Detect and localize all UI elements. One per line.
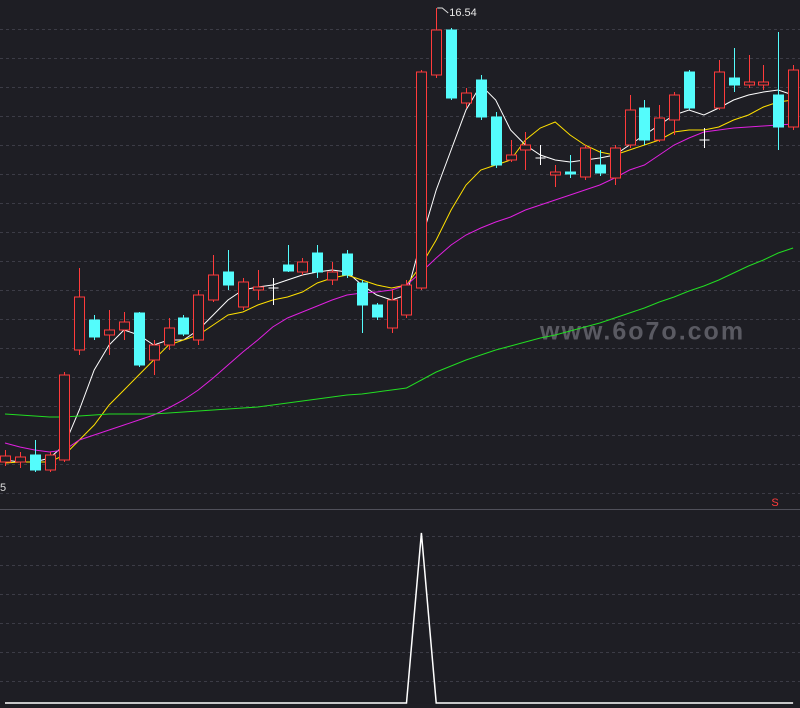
candle-body bbox=[0, 455, 11, 463]
candle-body bbox=[491, 116, 502, 166]
high-pointer bbox=[437, 7, 449, 14]
candle-body bbox=[788, 69, 799, 128]
candle-body bbox=[59, 374, 70, 461]
candle-body bbox=[104, 329, 115, 336]
candle-body bbox=[610, 147, 621, 179]
candle-body bbox=[327, 271, 338, 281]
candle-body bbox=[253, 286, 264, 291]
candle-body bbox=[669, 94, 680, 121]
candle-body bbox=[461, 92, 472, 104]
candle-body bbox=[342, 253, 353, 276]
candle-body bbox=[506, 154, 517, 161]
candle-body bbox=[45, 454, 56, 471]
candle-body bbox=[416, 71, 427, 289]
indicator-line bbox=[5, 532, 794, 704]
low-label: 5 bbox=[0, 482, 6, 494]
candle-body bbox=[744, 81, 755, 86]
candle-body bbox=[193, 294, 204, 341]
watermark: www.6o7o.com bbox=[539, 318, 745, 346]
candle-body bbox=[134, 312, 145, 366]
candle-body bbox=[565, 171, 576, 175]
candle-body bbox=[30, 454, 41, 471]
candle-body bbox=[208, 274, 219, 301]
candle-body bbox=[89, 319, 100, 338]
candle-body bbox=[74, 296, 85, 351]
candle-body bbox=[401, 284, 412, 316]
candle-body bbox=[639, 107, 650, 141]
candle-body bbox=[625, 109, 636, 146]
candle-body bbox=[729, 77, 740, 86]
candle-body bbox=[297, 261, 308, 273]
candle-body bbox=[15, 456, 26, 463]
candle-body bbox=[550, 171, 561, 176]
candle-body bbox=[178, 317, 189, 335]
candle-body bbox=[223, 271, 234, 286]
signal-label: S bbox=[771, 497, 778, 509]
candle-body bbox=[758, 81, 769, 86]
grid bbox=[0, 29, 800, 682]
candle-body bbox=[654, 117, 665, 141]
candle-body bbox=[119, 321, 130, 331]
candle-body bbox=[580, 147, 591, 178]
candle-body bbox=[476, 79, 487, 118]
candle-body bbox=[238, 281, 249, 308]
candle-body bbox=[164, 327, 175, 346]
candle-body bbox=[357, 282, 368, 306]
candle-body bbox=[312, 252, 323, 273]
candle-body bbox=[684, 71, 695, 109]
candle-body bbox=[595, 164, 606, 174]
candle-body bbox=[773, 94, 784, 128]
candle-body bbox=[387, 299, 398, 329]
candle-body bbox=[431, 29, 442, 76]
candle-body bbox=[446, 29, 457, 99]
ma-line bbox=[4, 123, 794, 453]
candle-body bbox=[283, 264, 294, 272]
candle-body bbox=[149, 344, 160, 361]
candle-body bbox=[714, 71, 725, 109]
candle-body bbox=[520, 144, 531, 151]
candle-body bbox=[372, 304, 383, 318]
high-label: 16.54 bbox=[449, 7, 477, 19]
ma-line bbox=[4, 247, 794, 418]
